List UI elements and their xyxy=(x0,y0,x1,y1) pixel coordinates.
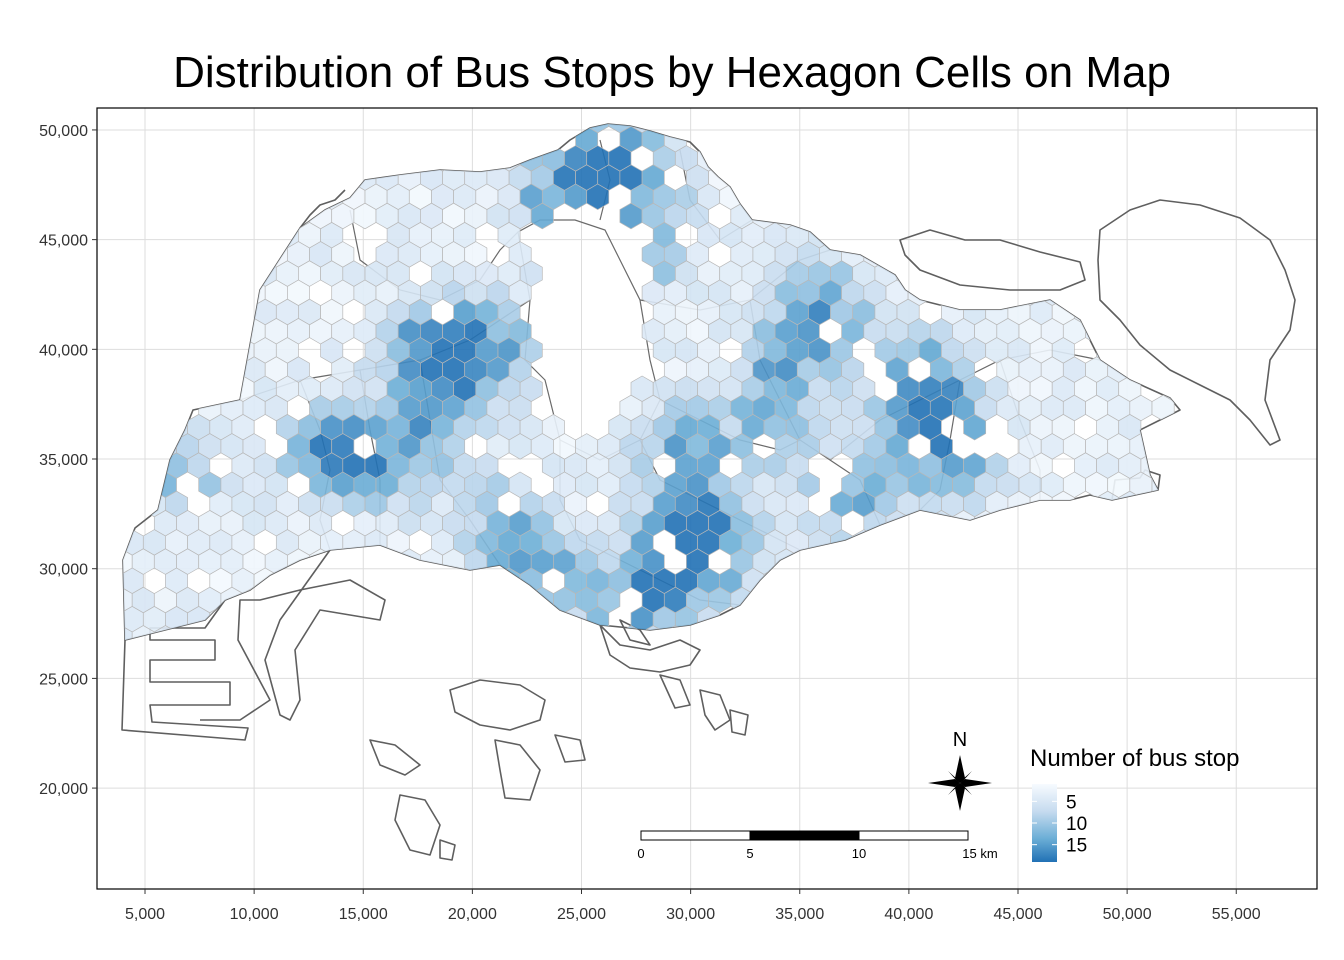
northwest-coast xyxy=(299,189,346,229)
x-tick-label-0: 5,000 xyxy=(125,906,165,923)
x-tick-label-9: 50,000 xyxy=(1103,906,1152,923)
scale-bar-segment-1 xyxy=(640,830,751,841)
hex-cell xyxy=(530,202,554,230)
southern-island-2 xyxy=(494,739,541,801)
southern-island-4 xyxy=(394,794,441,856)
southern-island-7 xyxy=(659,674,691,709)
southern-island-6 xyxy=(729,709,749,736)
y-tick-label-4: 30,000 xyxy=(39,562,88,579)
scale-bar-segment-3 xyxy=(858,830,969,841)
y-tick-label-1: 45,000 xyxy=(39,233,88,250)
y-tick-label-3: 35,000 xyxy=(39,452,88,469)
hex-cell xyxy=(586,183,610,211)
y-tick-label-5: 25,000 xyxy=(39,671,88,688)
pulau-ubin xyxy=(899,229,1086,291)
y-tick-label-0: 50,000 xyxy=(39,123,88,140)
north-arrow-east-point xyxy=(960,779,992,787)
legend-label-0: 5 xyxy=(1066,792,1077,813)
southern-island-9 xyxy=(439,839,456,861)
y-tick-label-6: 20,000 xyxy=(39,781,88,798)
x-tick-label-3: 20,000 xyxy=(448,906,497,923)
scale-label-10: 10 xyxy=(852,846,866,861)
x-tick-label-1: 10,000 xyxy=(230,906,279,923)
x-tick-label-5: 30,000 xyxy=(666,906,715,923)
hex-cell xyxy=(963,413,987,441)
north-arrow-sw-point xyxy=(948,783,960,795)
pulau-tekong xyxy=(1097,199,1296,446)
scale-label-15: 15 km xyxy=(962,846,997,861)
north-arrow-north-point xyxy=(955,755,965,783)
north-arrow-label: N xyxy=(953,729,967,751)
north-arrow-south-point xyxy=(955,783,965,811)
north-arrow-west-point xyxy=(928,779,960,787)
sentosa xyxy=(599,624,701,673)
legend-label-1: 10 xyxy=(1066,814,1087,835)
north-arrow-se-point xyxy=(960,783,972,795)
north-arrow-nw-point xyxy=(948,771,960,783)
southern-island-5 xyxy=(699,689,731,731)
x-tick-label-4: 25,000 xyxy=(557,906,606,923)
x-tick-label-8: 45,000 xyxy=(994,906,1043,923)
scale-label-0: 0 xyxy=(637,846,644,861)
map-title: Distribution of Bus Stops by Hexagon Cel… xyxy=(173,48,1171,97)
southern-island-8 xyxy=(554,734,586,763)
legend-title: Number of bus stop xyxy=(1030,745,1239,772)
x-tick-label-2: 15,000 xyxy=(339,906,388,923)
axes: 5,000 10,000 15,000 20,000 25,000 30,000 35,00… xyxy=(39,123,1261,923)
scale-label-5: 5 xyxy=(746,846,753,861)
x-tick-label-7: 40,000 xyxy=(884,906,933,923)
north-arrow-ne-point xyxy=(960,771,972,783)
southern-island-3 xyxy=(369,739,421,776)
legend-label-2: 15 xyxy=(1066,836,1087,857)
southern-island-1 xyxy=(449,679,546,731)
x-tick-label-10: 55,000 xyxy=(1212,906,1261,923)
scale-bar: 0 5 10 15 km xyxy=(637,830,998,861)
scale-bar-segment-2 xyxy=(749,830,860,841)
y-tick-label-2: 40,000 xyxy=(39,342,88,359)
x-tick-label-6: 35,000 xyxy=(775,906,824,923)
north-arrow: N xyxy=(928,729,992,811)
plot-border xyxy=(96,107,1318,890)
